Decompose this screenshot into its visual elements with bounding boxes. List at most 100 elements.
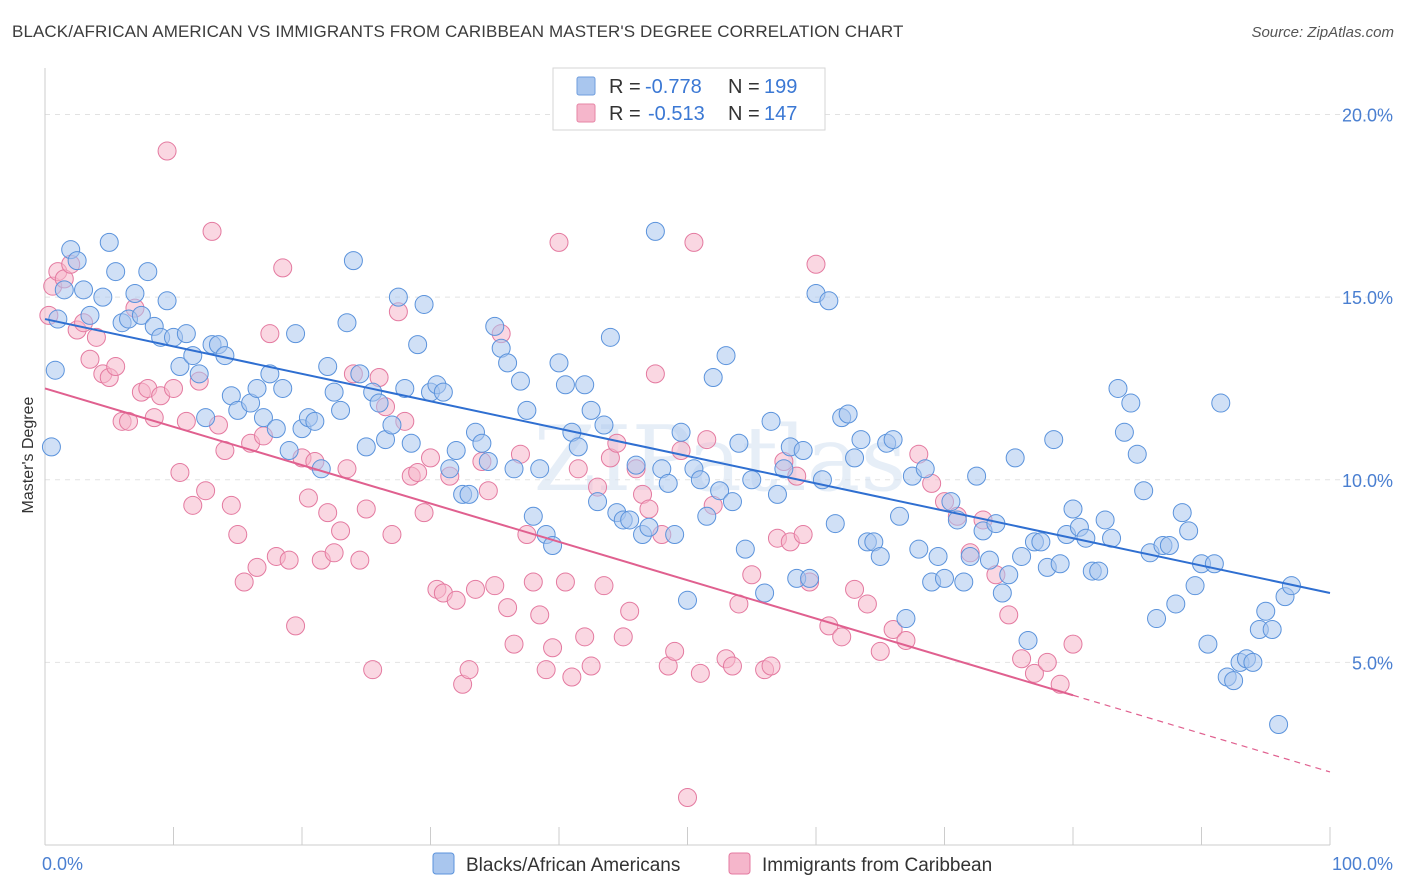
y-ticks: 5.0% 10.0% 15.0% 20.0%: [1342, 106, 1393, 674]
point-blacks: [1147, 609, 1167, 629]
point-blacks: [1172, 503, 1192, 523]
point-blacks: [767, 484, 787, 504]
point-blacks: [1050, 554, 1070, 574]
point-blacks: [106, 262, 126, 282]
point-immigrants: [742, 565, 762, 585]
point-immigrants: [857, 594, 877, 614]
point-blacks: [658, 473, 678, 493]
point-immigrants: [363, 660, 383, 680]
point-immigrants: [883, 620, 903, 640]
point-blacks: [568, 437, 588, 457]
point-immigrants: [562, 667, 582, 687]
trend-lines: [44, 318, 1331, 773]
point-blacks: [665, 525, 685, 545]
point-blacks: [414, 294, 434, 314]
point-immigrants: [645, 364, 665, 384]
point-blacks: [1243, 652, 1263, 672]
point-blacks: [369, 393, 389, 413]
point-blacks: [870, 546, 890, 566]
legend-swatch-pink: [576, 103, 596, 123]
point-blacks: [890, 506, 910, 526]
point-immigrants: [999, 605, 1019, 625]
point-blacks: [530, 459, 550, 479]
point-blacks: [999, 565, 1019, 585]
trend-line-blacks: [44, 318, 1331, 594]
legend-n-label-blue: N =: [728, 76, 760, 98]
point-immigrants: [806, 254, 826, 274]
series-immigrants-points: [39, 141, 1083, 808]
point-blacks: [440, 459, 460, 479]
bottom-legend-label-pink: Immigrants from Caribbean: [762, 855, 992, 876]
point-immigrants: [504, 634, 524, 654]
point-immigrants: [639, 499, 659, 519]
point-blacks: [279, 441, 299, 461]
point-immigrants: [286, 616, 306, 636]
point-blacks: [1269, 714, 1289, 734]
point-blacks: [337, 313, 357, 333]
point-immigrants: [678, 788, 697, 808]
point-immigrants: [575, 627, 595, 647]
point-blacks: [954, 572, 974, 592]
point-blacks: [99, 232, 119, 252]
point-blacks: [838, 404, 858, 424]
point-immigrants: [119, 411, 139, 431]
point-blacks: [273, 378, 293, 398]
point-blacks: [408, 335, 428, 355]
point-blacks: [729, 433, 749, 453]
point-blacks: [247, 378, 267, 398]
point-immigrants: [106, 357, 126, 377]
legend-r-value-blue: -0.778: [645, 76, 702, 98]
axes: [44, 68, 1331, 846]
point-immigrants: [549, 232, 569, 252]
point-blacks: [645, 221, 665, 241]
point-blacks: [735, 539, 755, 559]
point-blacks: [388, 287, 408, 307]
point-blacks: [1012, 546, 1032, 566]
point-blacks: [851, 430, 871, 450]
point-immigrants: [279, 550, 299, 570]
point-blacks: [510, 371, 530, 391]
point-blacks: [138, 262, 158, 282]
point-blacks: [196, 408, 216, 428]
point-blacks: [575, 375, 595, 395]
point-blacks: [1211, 393, 1231, 413]
point-blacks: [459, 484, 479, 504]
point-blacks: [915, 459, 935, 479]
bottom-legend-swatch-pink: [728, 852, 751, 875]
point-blacks: [1044, 430, 1064, 450]
legend-n-value-pink: 147: [764, 103, 797, 125]
point-immigrants: [414, 503, 434, 523]
point-immigrants: [183, 495, 203, 515]
point-blacks: [401, 433, 421, 453]
point-blacks: [517, 400, 537, 420]
point-blacks: [176, 324, 196, 344]
point-blacks: [1031, 532, 1051, 552]
point-blacks: [1256, 601, 1276, 621]
point-immigrants: [555, 572, 575, 592]
point-immigrants: [478, 481, 498, 501]
point-blacks: [549, 353, 569, 373]
point-blacks: [318, 357, 338, 377]
point-immigrants: [157, 141, 177, 161]
series-blacks-points: [41, 221, 1301, 734]
point-blacks: [742, 470, 762, 490]
point-immigrants: [1050, 674, 1070, 694]
point-blacks: [1185, 576, 1205, 596]
point-immigrants: [196, 481, 216, 501]
point-blacks: [395, 378, 415, 398]
point-immigrants: [382, 525, 402, 545]
point-blacks: [1076, 528, 1096, 548]
point-immigrants: [202, 221, 222, 241]
point-blacks: [909, 539, 929, 559]
point-immigrants: [465, 579, 485, 599]
point-blacks: [690, 470, 710, 490]
point-blacks: [1121, 393, 1141, 413]
point-immigrants: [164, 378, 183, 398]
point-immigrants: [690, 663, 710, 683]
point-blacks: [1108, 378, 1128, 398]
point-blacks: [286, 324, 306, 344]
point-blacks: [170, 357, 190, 377]
point-blacks: [189, 364, 209, 384]
point-blacks: [324, 382, 344, 402]
point-blacks: [800, 568, 820, 588]
